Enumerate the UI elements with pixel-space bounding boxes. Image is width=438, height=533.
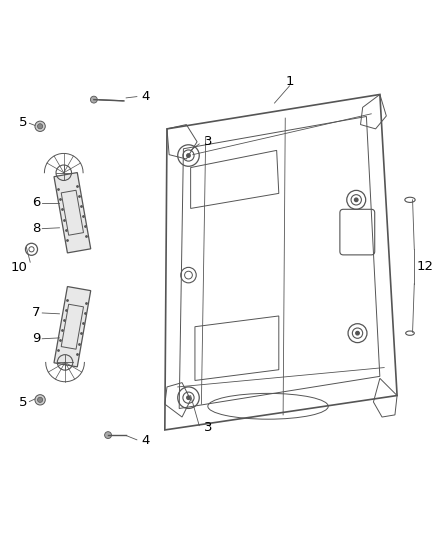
Text: 3: 3 — [205, 421, 213, 434]
Circle shape — [90, 96, 97, 103]
Text: 4: 4 — [141, 90, 150, 103]
Circle shape — [105, 432, 112, 439]
Polygon shape — [54, 173, 91, 253]
Polygon shape — [54, 287, 91, 367]
Circle shape — [187, 154, 190, 157]
Text: 6: 6 — [32, 196, 40, 209]
Text: 10: 10 — [11, 261, 27, 274]
Circle shape — [354, 198, 358, 201]
Text: 5: 5 — [19, 397, 27, 409]
Circle shape — [38, 124, 42, 129]
Circle shape — [35, 394, 45, 405]
Circle shape — [35, 121, 45, 132]
Circle shape — [356, 332, 359, 335]
Text: 8: 8 — [32, 222, 40, 235]
Circle shape — [187, 396, 190, 399]
Text: 5: 5 — [19, 116, 27, 129]
Text: 4: 4 — [141, 434, 150, 447]
Text: 1: 1 — [285, 75, 294, 88]
Text: 3: 3 — [205, 135, 213, 148]
Text: 12: 12 — [417, 260, 434, 273]
Circle shape — [38, 397, 42, 402]
Text: 7: 7 — [32, 306, 40, 319]
Text: 9: 9 — [32, 332, 40, 345]
